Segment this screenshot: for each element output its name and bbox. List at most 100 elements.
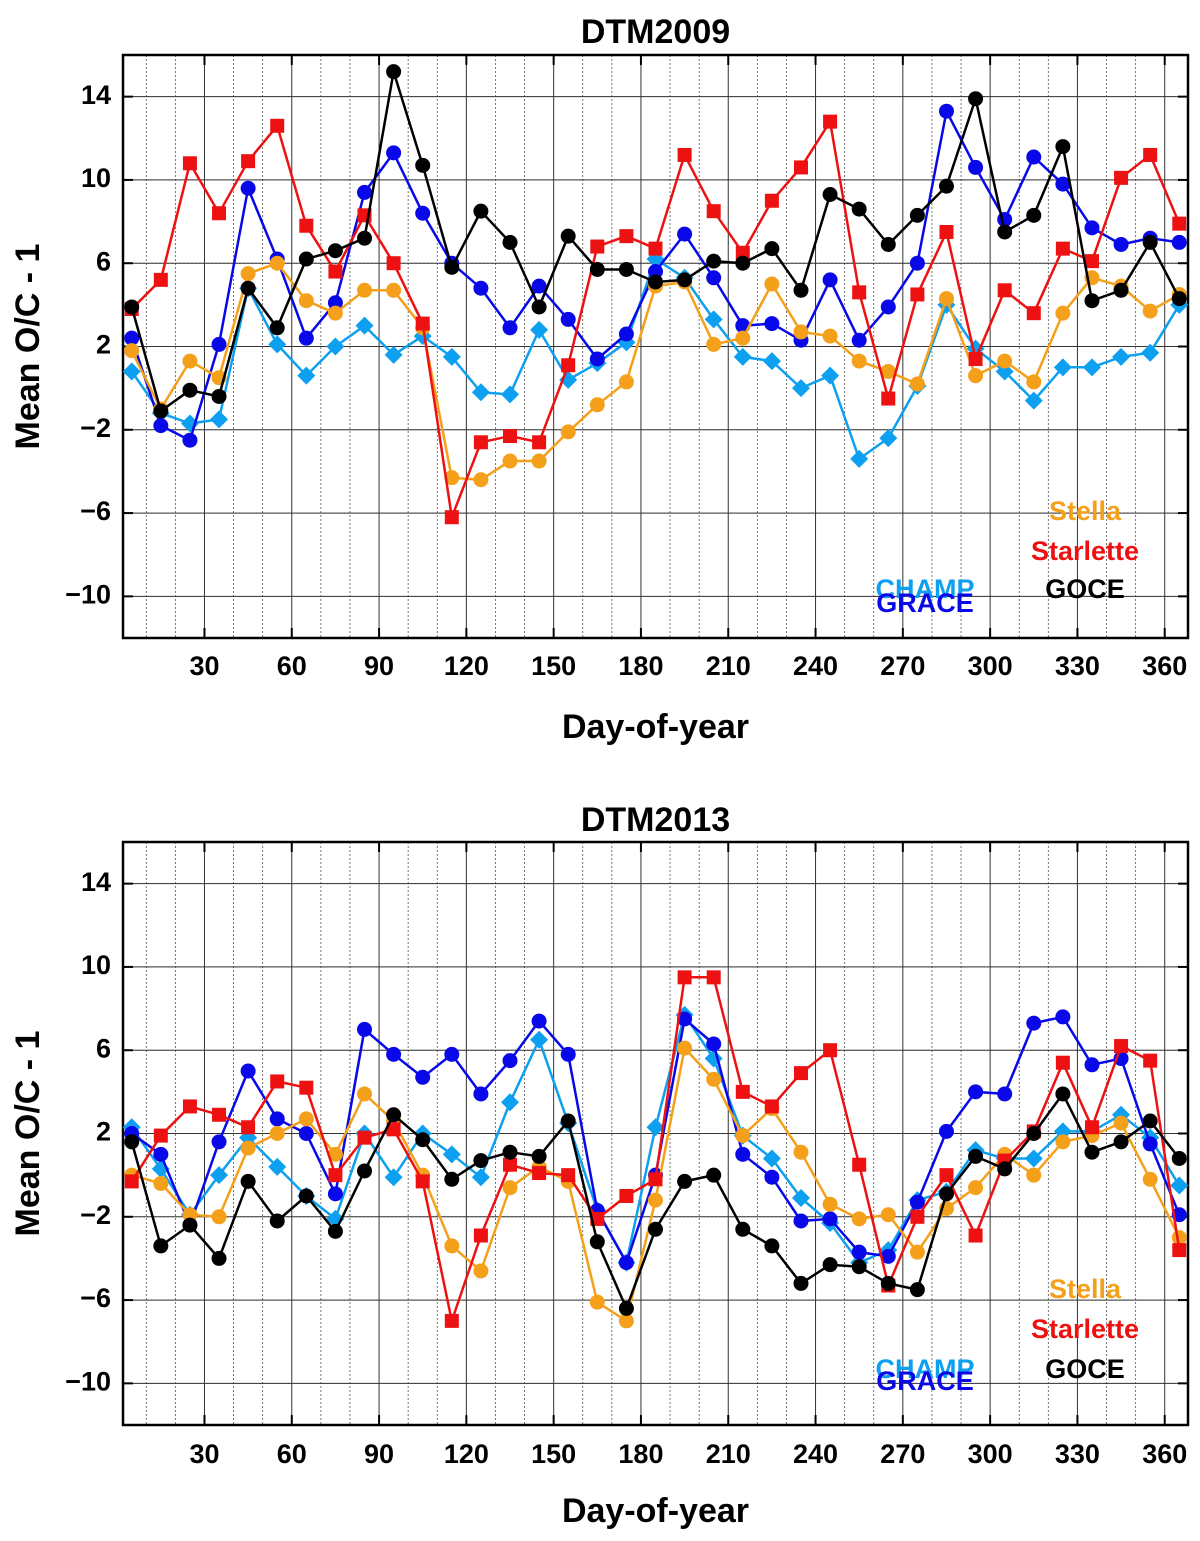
x-tick-label: 120 [444,1439,489,1469]
data-point-grace [357,184,373,200]
data-point-champ [297,366,316,385]
data-point-goce [182,382,198,398]
legend-label-goce: GOCE [1045,1354,1125,1384]
data-point-starlette [212,1107,227,1122]
data-point-stella [706,1071,722,1087]
data-point-starlette [735,1084,750,1099]
data-point-goce [531,1148,547,1164]
data-point-stella [1142,303,1158,319]
data-point-grace [502,1053,518,1069]
data-point-starlette [590,239,605,254]
data-point-starlette [706,970,721,985]
data-point-starlette [677,147,692,162]
data-point-stella [1142,1171,1158,1187]
data-point-champ [442,347,461,366]
data-point-stella [909,1244,925,1260]
legend-label-champ: CHAMP [876,1354,975,1384]
data-point-grace [1026,149,1042,165]
x-axis-label: Day-of-year [562,1492,749,1530]
data-point-champ [1082,358,1101,377]
data-point-starlette [997,283,1012,298]
x-tick-label: 120 [444,651,489,681]
data-point-champ [355,316,374,335]
data-point-champ [1053,358,1072,377]
data-point-starlette [1114,1039,1129,1054]
data-point-stella [386,282,402,298]
data-point-grace [1113,236,1129,252]
data-point-stella [851,1211,867,1227]
x-tick-label: 60 [277,651,307,681]
data-point-stella [793,324,809,340]
x-tick-label: 360 [1142,1439,1187,1469]
data-point-grace [793,1213,809,1229]
series-starlette [124,970,1187,1328]
x-tick-label: 330 [1055,1439,1100,1469]
data-point-champ [210,1166,229,1185]
data-point-starlette [415,1174,430,1189]
data-point-starlette [386,256,401,271]
data-point-goce [124,299,140,315]
y-tick-label: 14 [81,867,111,897]
data-point-champ [1024,391,1043,410]
data-point-grace [880,299,896,315]
data-point-stella [1026,1167,1042,1183]
data-point-goce [444,259,460,275]
data-point-goce [473,203,489,219]
y-axis-label: Mean O/C - 1 [9,244,47,450]
data-point-grace [415,1069,431,1085]
data-point-starlette [1084,254,1099,269]
data-point-stella [618,1313,634,1329]
data-point-stella [240,1140,256,1156]
data-point-grace [531,278,547,294]
data-point-starlette [852,285,867,300]
data-point-grace [386,145,402,161]
x-tick-label: 300 [968,651,1013,681]
data-point-grace [909,1194,925,1210]
data-point-stella [1026,374,1042,390]
data-point-starlette [212,206,227,221]
series-goce [124,64,1187,419]
chart-title: DTM2009 [581,13,730,51]
data-point-starlette [939,1168,954,1183]
data-point-stella [793,1144,809,1160]
data-point-starlette [415,316,430,331]
data-point-stella [1171,1230,1187,1246]
data-point-goce [851,201,867,217]
data-point-starlette [793,160,808,175]
data-point-grace [706,1036,722,1052]
data-point-starlette [357,1130,372,1145]
data-point-starlette [823,114,838,129]
data-point-grace [153,418,169,434]
data-point-goce [968,91,984,107]
data-point-starlette [1172,216,1187,231]
data-point-stella [1055,305,1071,321]
data-point-champ [1170,1176,1189,1195]
data-point-stella [880,1207,896,1223]
data-point-champ [501,385,520,404]
data-point-goce [327,1223,343,1239]
data-point-goce [968,1148,984,1164]
data-point-goce [298,1188,314,1204]
data-point-starlette [182,156,197,171]
data-point-stella [502,1180,518,1196]
y-axis-label: Mean O/C - 1 [9,1031,47,1237]
data-point-goce [648,1221,663,1237]
data-point-stella [211,1209,227,1225]
data-point-goce [589,1234,605,1250]
data-point-goce [735,1221,751,1237]
data-point-starlette [1172,1243,1187,1258]
data-point-grace [327,295,343,311]
data-point-champ [791,1189,810,1208]
x-tick-label: 90 [364,1439,394,1469]
data-point-champ [762,352,781,371]
data-point-starlette [503,1157,518,1172]
data-point-goce [851,1259,867,1275]
data-point-starlette [619,229,634,244]
data-point-goce [618,1300,634,1316]
data-point-starlette [124,1174,139,1189]
data-point-grace [822,1211,838,1227]
